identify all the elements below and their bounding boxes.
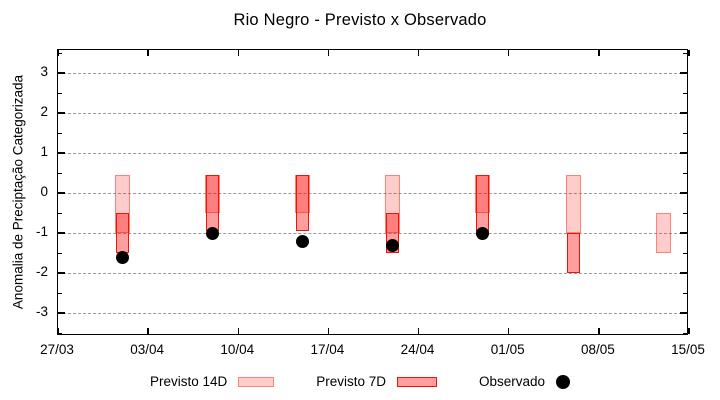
y-minor-tick-left — [58, 252, 62, 254]
legend: Previsto 14D Previsto 7D Observado — [0, 374, 720, 389]
previsto-14d-bar — [655, 213, 671, 253]
x-tick-label: 03/04 — [130, 342, 165, 357]
x-major-tick-top — [237, 50, 240, 56]
x-tick-label: 17/04 — [310, 342, 345, 357]
y-major-tick-right — [680, 152, 687, 154]
y-minor-tick-left — [58, 332, 62, 334]
y-gridline — [58, 73, 687, 74]
y-minor-tick-left — [58, 212, 62, 214]
y-major-tick-left — [58, 192, 65, 194]
previsto-7d-bar — [476, 175, 490, 235]
y-gridline — [58, 113, 687, 114]
x-major-tick-bottom — [327, 328, 330, 334]
chart-title: Rio Negro - Previsto x Observado — [233, 11, 487, 29]
x-major-tick-bottom — [417, 328, 420, 334]
legend-item-observado: Observado — [479, 374, 571, 389]
legend-label-observado: Observado — [479, 374, 546, 389]
x-major-tick-top — [598, 50, 600, 56]
x-tick-label: 15/05 — [671, 342, 705, 357]
y-minor-tick-left — [58, 172, 62, 174]
x-major-tick-bottom — [598, 328, 600, 334]
legend-label-previsto-14d: Previsto 14D — [149, 374, 228, 389]
y-minor-tick-right — [683, 252, 687, 254]
x-tick-label: 24/04 — [400, 342, 435, 357]
y-major-tick-left — [58, 112, 65, 114]
y-tick-label: 0 — [40, 184, 48, 199]
legend-item-previsto-14d: Previsto 14D — [149, 374, 275, 389]
observado-dot — [206, 226, 220, 240]
y-minor-tick-right — [683, 92, 687, 94]
previsto-7d-swatch-icon — [397, 376, 438, 387]
y-major-tick-right — [680, 272, 687, 274]
x-major-tick-top — [57, 50, 59, 56]
previsto-7d-bar — [296, 175, 310, 231]
y-minor-tick-right — [683, 332, 687, 334]
x-major-tick-bottom — [688, 328, 690, 334]
y-major-tick-left — [58, 312, 65, 314]
x-tick-label: 01/05 — [490, 342, 525, 357]
y-major-tick-right — [680, 192, 687, 194]
y-tick-label: -1 — [35, 224, 48, 239]
y-major-tick-right — [680, 72, 687, 74]
previsto-7d-bar — [115, 213, 129, 253]
plot-area — [57, 49, 690, 335]
previsto-14d-bar — [114, 175, 130, 233]
y-major-tick-left — [58, 232, 65, 234]
y-major-tick-right — [680, 232, 687, 234]
observado-dot — [115, 250, 129, 264]
y-minor-tick-right — [683, 212, 687, 214]
x-major-tick-bottom — [57, 328, 59, 334]
y-minor-tick-left — [58, 52, 62, 54]
y-gridline — [58, 313, 687, 314]
y-minor-tick-right — [683, 52, 687, 54]
y-gridline — [58, 153, 687, 154]
observado-dot — [296, 234, 310, 248]
y-tick-label: 2 — [40, 104, 48, 119]
y-major-tick-right — [680, 312, 687, 314]
y-minor-tick-left — [58, 132, 62, 134]
x-major-tick-bottom — [147, 328, 149, 334]
previsto-14d-swatch-icon — [238, 376, 275, 387]
observado-dot-swatch-icon — [556, 374, 571, 389]
x-major-tick-top — [327, 50, 330, 56]
observado-dot — [386, 238, 400, 252]
x-major-tick-bottom — [237, 328, 240, 334]
x-major-tick-top — [507, 50, 510, 56]
y-major-tick-left — [58, 72, 65, 74]
y-gridline — [58, 233, 687, 234]
y-major-tick-right — [680, 112, 687, 114]
x-major-tick-top — [688, 50, 690, 56]
previsto-7d-bar — [206, 175, 220, 231]
legend-item-previsto-7d: Previsto 7D — [316, 374, 438, 389]
x-major-tick-bottom — [507, 328, 510, 334]
y-gridline — [58, 273, 687, 274]
y-minor-tick-right — [683, 292, 687, 294]
y-tick-label: 1 — [40, 144, 48, 159]
observado-dot — [476, 226, 490, 240]
y-major-tick-left — [58, 272, 65, 274]
previsto-14d-bar — [385, 175, 401, 233]
y-gridline — [58, 193, 687, 194]
y-minor-tick-left — [58, 292, 62, 294]
y-minor-tick-right — [683, 132, 687, 134]
y-tick-label: -2 — [35, 264, 48, 279]
x-major-tick-top — [417, 50, 420, 56]
previsto-14d-bar — [565, 175, 581, 233]
x-tick-label: 10/04 — [220, 342, 255, 357]
x-major-tick-top — [147, 50, 149, 56]
y-minor-tick-left — [58, 92, 62, 94]
legend-label-previsto-7d: Previsto 7D — [316, 374, 387, 389]
x-tick-label: 08/05 — [580, 342, 615, 357]
y-major-tick-left — [58, 152, 65, 154]
y-minor-tick-right — [683, 172, 687, 174]
y-tick-label: 3 — [40, 64, 48, 79]
previsto-7d-bar — [566, 233, 580, 273]
y-tick-label: -3 — [35, 304, 48, 319]
x-tick-label: 27/03 — [40, 342, 74, 357]
